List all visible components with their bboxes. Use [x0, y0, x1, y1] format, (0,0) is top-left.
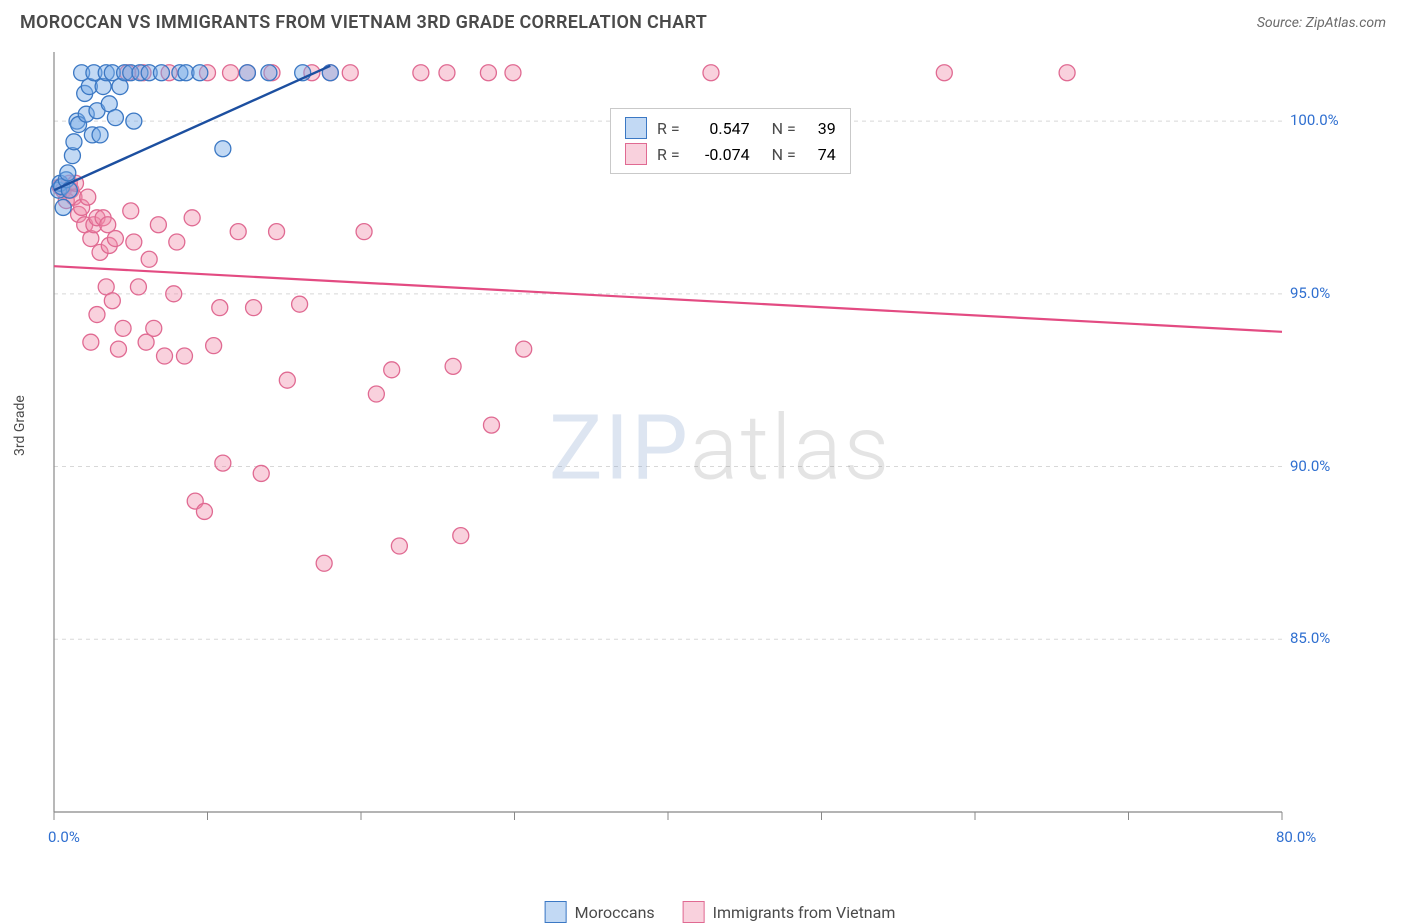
tick-label: 95.0% [1290, 284, 1330, 302]
tick-label: 100.0% [1290, 111, 1339, 129]
n-value-moroccans: 39 [806, 119, 836, 138]
n-label-2: N = [772, 145, 796, 164]
y-axis-label: 3rd Grade [12, 395, 28, 456]
chart-title: MOROCCAN VS IMMIGRANTS FROM VIETNAM 3RD … [20, 12, 707, 33]
swatch-vietnam-2 [683, 901, 705, 923]
tick-label: 85.0% [1290, 629, 1330, 647]
swatch-vietnam [625, 143, 647, 165]
stats-row-moroccans: R = 0.547 N = 39 [625, 115, 836, 141]
chart-header: MOROCCAN VS IMMIGRANTS FROM VIETNAM 3RD … [0, 0, 1406, 41]
stats-row-vietnam: R = -0.074 N = 74 [625, 141, 836, 167]
r-value-moroccans: 0.547 [690, 119, 750, 138]
r-label: R = [657, 119, 680, 138]
legend-label-vietnam: Immigrants from Vietnam [713, 903, 896, 922]
series-legend: Moroccans Immigrants from Vietnam [545, 901, 896, 923]
tick-label: 90.0% [1290, 457, 1330, 475]
r-value-vietnam: -0.074 [690, 145, 750, 164]
swatch-moroccans-2 [545, 901, 567, 923]
n-value-vietnam: 74 [806, 145, 836, 164]
chart-area: 3rd Grade ZIPatlas R = 0.547 N = 39 R = … [50, 48, 1390, 848]
tick-label: 80.0% [1276, 828, 1316, 846]
legend-item-moroccans: Moroccans [545, 901, 655, 923]
legend-label-moroccans: Moroccans [575, 903, 655, 922]
correlation-stats-box: R = 0.547 N = 39 R = -0.074 N = 74 [610, 108, 851, 174]
legend-item-vietnam: Immigrants from Vietnam [683, 901, 896, 923]
swatch-moroccans [625, 117, 647, 139]
n-label: N = [772, 119, 796, 138]
chart-source: Source: ZipAtlas.com [1257, 15, 1386, 31]
tick-label: 0.0% [48, 828, 80, 846]
r-label-2: R = [657, 145, 680, 164]
